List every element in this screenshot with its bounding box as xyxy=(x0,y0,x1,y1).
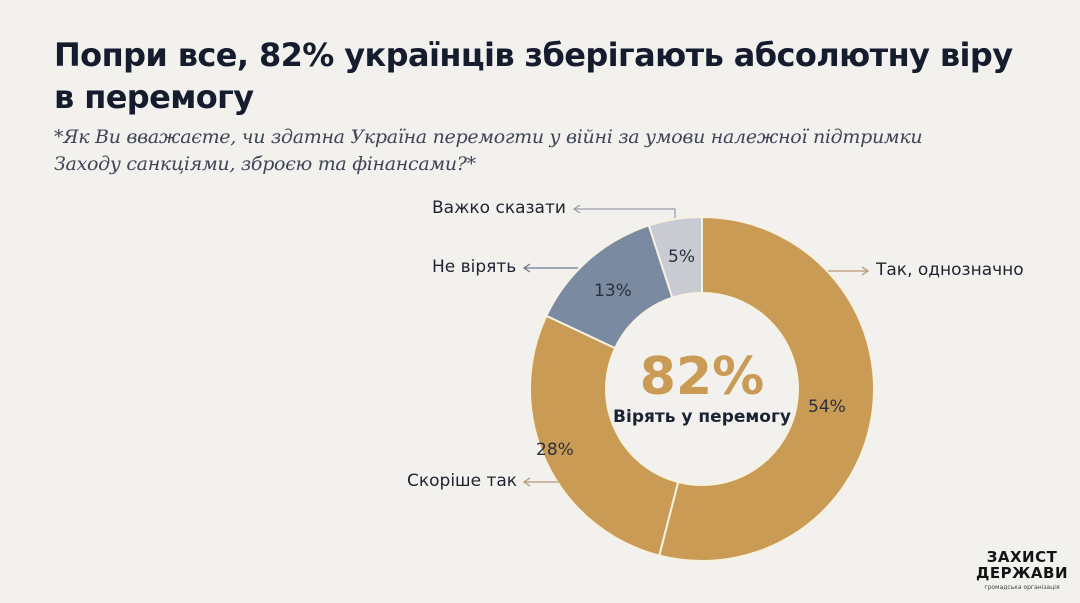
survey-question: *Як Ви вважаєте, чи здатна Україна перем… xyxy=(54,126,923,175)
callout-rather-yes: Скоріше так xyxy=(407,471,518,491)
arrow-yes-definitely xyxy=(828,266,870,276)
page-title: Попри все, 82% українців зберігають абсо… xyxy=(54,36,1013,116)
donut-segments xyxy=(529,215,876,562)
donut-segment-0 xyxy=(658,215,876,562)
segment-label-hard-to-say: 5% xyxy=(668,247,695,267)
callout-hard-to-say: Важко сказати xyxy=(432,198,566,218)
donut-segment-3 xyxy=(647,215,703,299)
arrow-rather-yes xyxy=(522,477,558,487)
segment-label-yes-definitely: 54% xyxy=(808,397,846,417)
callout-yes-definitely: Так, однозначно xyxy=(876,260,1024,280)
arrow-hard-to-say xyxy=(572,204,676,218)
donut-segment-1 xyxy=(529,314,680,557)
segment-label-rather-yes: 28% xyxy=(536,440,574,460)
segment-label-dont-believe: 13% xyxy=(594,281,632,301)
logo-line-1: ЗАХИСТ xyxy=(986,548,1058,566)
logo-line-2: ДЕРЖАВИ xyxy=(975,564,1069,582)
organization-logo: ЗАХИСТ ДЕРЖАВИ громадська організація xyxy=(974,549,1070,591)
logo-tagline: громадська організація xyxy=(984,584,1060,591)
donut-hole xyxy=(607,294,797,484)
callout-dont-believe: Не вірять xyxy=(432,257,517,277)
center-label: Вірять у перемогу xyxy=(613,407,791,427)
center-value: 82% xyxy=(640,347,764,407)
arrow-dont-believe xyxy=(522,263,578,273)
